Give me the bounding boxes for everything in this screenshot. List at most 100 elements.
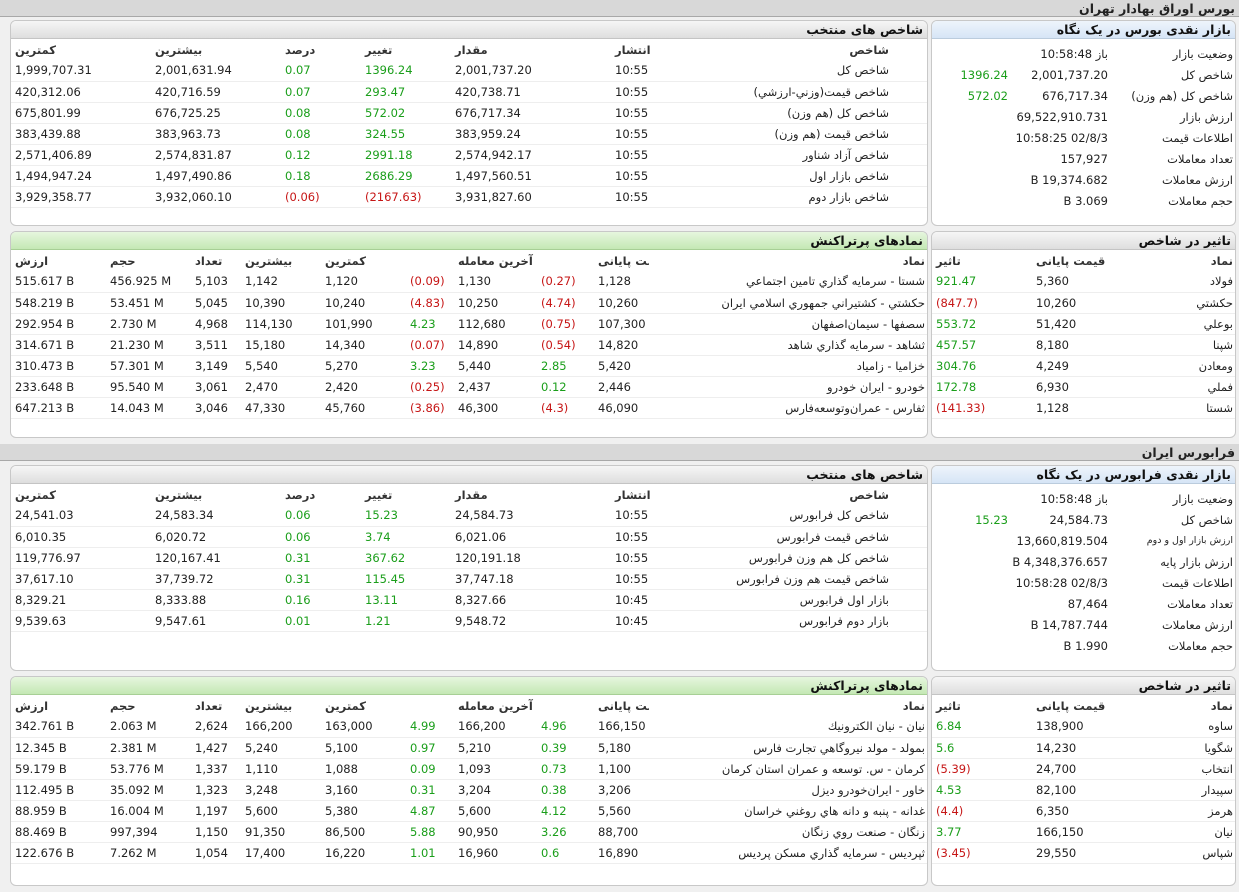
index-cell: شاخص آزاد شناور — [681, 144, 927, 166]
glance-value: 02/8/3 10:58:28 — [1015, 575, 1108, 590]
impact-row: (141.33) 1,128 شستا — [932, 397, 1235, 419]
impact-row: (847.7) 10,260 حکشتي — [932, 292, 1235, 314]
active-cell: 5,380 — [321, 800, 406, 822]
active-row: 88.959 B 16.004 M 1,197 5,600 5,380 4.87 5,600… — [11, 800, 927, 822]
glance-label: وضعیت بازار — [1172, 46, 1233, 61]
index-cell: 0.31 — [281, 568, 361, 590]
glance-label: حجم معاملات — [1168, 193, 1233, 208]
index-row: 37,617.10 37,739.72 0.31 115.45 37,747.18 10:… — [11, 568, 927, 590]
active-cell: 163,000 — [321, 716, 406, 738]
index-cell: 383,963.73 — [151, 123, 281, 145]
index-cell: 8,327.66 — [451, 589, 611, 611]
glance-row: 13,660,819.504 B ارزش بازار اول و دوم — [932, 530, 1235, 551]
glance-row: 15.23 24,584.73 شاخص کل — [932, 509, 1235, 530]
active-cell: 456.925 M — [106, 271, 191, 293]
glance-change — [932, 551, 1012, 572]
active-cell: 166,150 — [594, 716, 649, 738]
glance-label: ارزش بازار — [1179, 109, 1233, 124]
impact-cell: حکشتي — [1137, 292, 1235, 314]
active-row: 112.495 B 35.092 M 1,323 3,248 3,160 0.31 3,20… — [11, 779, 927, 801]
column-header: تاثیر — [936, 698, 961, 713]
active-cell: خزاميا - زامياد — [649, 355, 927, 377]
glance-row: 02/8/3 10:58:28 اطلاعات قیمت — [932, 572, 1235, 593]
active-row: 122.676 B 7.262 M 1,054 17,400 16,220 1.01 16,… — [11, 842, 927, 864]
glance-value: 676,717.34 — [1042, 88, 1108, 103]
tehran-impact-panel: تاثیر در شاخص تاثیر قیمت پایانی نماد 921.47… — [931, 231, 1236, 438]
index-cell: 0.08 — [281, 102, 361, 124]
indices-table: کمترین بیشترین درصد تغییر مقدار انتشار شاخص 1,9… — [11, 39, 927, 208]
index-cell: 9,547.61 — [151, 610, 281, 632]
active-cell: 10,250 — [454, 292, 537, 314]
active-cell: 1,337 — [191, 758, 241, 780]
active-cell: 1,093 — [454, 758, 537, 780]
active-cell: 5,103 — [191, 271, 241, 293]
glance-label: ارزش بازار پایه — [1160, 554, 1233, 569]
impact-cell: ساوه — [1137, 716, 1235, 738]
column-header: ارزش — [15, 253, 49, 268]
column-header: آخرین معامله — [458, 698, 533, 713]
index-cell: 0.18 — [281, 165, 361, 187]
index-cell: 293.47 — [361, 81, 451, 103]
active-cell: 3,046 — [191, 397, 241, 419]
active-cell: 59.179 B — [11, 758, 106, 780]
column-header: مقدار — [455, 42, 488, 57]
section-title-tehran: بورس اوراق بهادار تهران — [0, 0, 1239, 17]
glance-row: 87,464 تعداد معاملات — [932, 593, 1235, 614]
active-cell: 548.219 B — [11, 292, 106, 314]
active-table: ارزش حجم تعداد بیشترین کمترین آخرین معامله قیم… — [11, 695, 927, 864]
index-cell: 10:45 — [611, 589, 681, 611]
index-cell: 2,574,831.87 — [151, 144, 281, 166]
column-header: ارزش — [15, 698, 49, 713]
active-cell: 3,204 — [454, 779, 537, 801]
active-cell: 95.540 M — [106, 376, 191, 398]
glance-row: باز 10:58:48 وضعیت بازار — [932, 43, 1235, 64]
active-cell: 3,206 — [594, 779, 649, 801]
active-cell: 14,820 — [594, 334, 649, 356]
panel-title: شاخص های منتخب — [11, 21, 927, 39]
column-header: شاخص — [849, 487, 889, 502]
active-cell: (0.25) — [406, 376, 454, 398]
glance-label: ارزش معاملات — [1161, 617, 1233, 632]
active-cell: سصفها - سيمان‌اصفهان — [649, 313, 927, 335]
panel-title: بازار نقدی فرابورس در یک نگاه — [932, 466, 1235, 484]
active-cell: 1,088 — [321, 758, 406, 780]
impact-row: 304.76 4,249 ومعادن — [932, 355, 1235, 377]
index-cell: شاخص بازار دوم — [681, 186, 927, 208]
glance-value: 69,522,910.731 B — [1012, 109, 1108, 124]
active-cell: 45,760 — [321, 397, 406, 419]
column-header: درصد — [285, 42, 316, 57]
glance-value: 3.069 B — [1063, 193, 1108, 208]
glance-row: 02/8/3 10:58:25 اطلاعات قیمت — [932, 127, 1235, 148]
index-cell: 0.07 — [281, 60, 361, 82]
active-cell: حکشتي - کشتيراني جمهوري اسلامي ايران — [649, 292, 927, 314]
index-cell: 1.21 — [361, 610, 451, 632]
active-cell: 3,511 — [191, 334, 241, 356]
index-cell: 0.07 — [281, 81, 361, 103]
active-row: 647.213 B 14.043 M 3,046 47,330 45,760 (3.86)… — [11, 397, 927, 419]
index-cell: 2,571,406.89 — [11, 144, 151, 166]
index-cell: 37,617.10 — [11, 568, 151, 590]
index-row: 420,312.06 420,716.59 0.07 293.47 420,738.71… — [11, 81, 927, 103]
impact-cell: 51,420 — [1032, 313, 1137, 335]
active-cell: 1,054 — [191, 842, 241, 864]
index-cell: 10:55 — [611, 547, 681, 569]
active-cell: 4.23 — [406, 313, 454, 335]
active-cell: 2.85 — [537, 355, 594, 377]
impact-row: 172.78 6,930 فملي — [932, 376, 1235, 398]
index-cell: 2,001,737.20 — [451, 60, 611, 82]
impact-cell: 24,700 — [1032, 758, 1137, 780]
index-cell: 115.45 — [361, 568, 451, 590]
indices-table: کمترین بیشترین درصد تغییر مقدار انتشار شاخص 24,… — [11, 484, 927, 632]
impact-cell: شستا — [1137, 397, 1235, 419]
column-header: تعداد — [195, 698, 223, 713]
index-cell: 3,931,827.60 — [451, 186, 611, 208]
active-cell: 16.004 M — [106, 800, 191, 822]
column-header: حجم — [110, 698, 136, 713]
glance-change — [932, 635, 1012, 656]
glance-value: 19,374.682 B — [1030, 172, 1108, 187]
impact-cell: 553.72 — [932, 313, 1032, 335]
index-cell: 324.55 — [361, 123, 451, 145]
glance-row: باز 10:58:48 وضعیت بازار — [932, 488, 1235, 509]
active-cell: 5,180 — [594, 737, 649, 759]
index-cell: 3,929,358.77 — [11, 186, 151, 208]
